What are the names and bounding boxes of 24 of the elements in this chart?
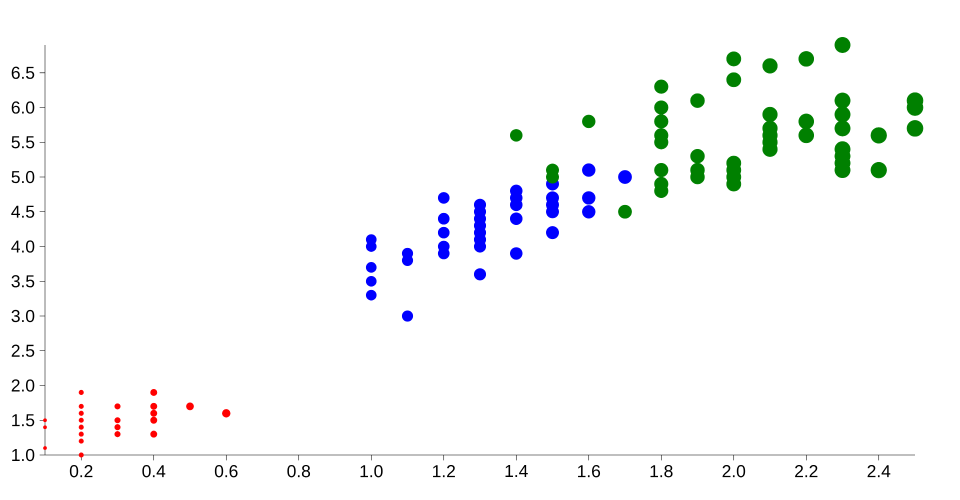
x-tick-label: 0.2 xyxy=(70,465,92,478)
x-tick-label: 2.2 xyxy=(795,465,818,478)
x-tick-label: 2.4 xyxy=(868,465,890,478)
y-tick-label: 6.5 xyxy=(12,66,34,79)
x-tick-label: 0.4 xyxy=(142,465,166,478)
x-tick-label: 2.0 xyxy=(722,465,746,478)
y-tick-label: 6.0 xyxy=(12,101,34,114)
x-tick-label: 1.0 xyxy=(360,465,383,478)
y-tick-label: 2.0 xyxy=(12,379,34,392)
x-tick-label: 1.6 xyxy=(578,465,600,478)
y-tick-label: 5.5 xyxy=(12,136,34,148)
y-tick-label: 3.5 xyxy=(12,275,34,288)
y-tick-label: 3.0 xyxy=(12,310,34,322)
x-tick-label: 0.8 xyxy=(287,465,310,478)
y-tick-label: 5.0 xyxy=(12,170,34,184)
x-tick-label: 1.8 xyxy=(650,465,673,478)
x-tick-label: 0.6 xyxy=(214,465,238,478)
y-tick-label: 1.5 xyxy=(12,414,34,426)
x-tick-label: 1.4 xyxy=(506,465,528,477)
y-tick-label: 2.5 xyxy=(12,344,34,357)
y-tick-label: 1.0 xyxy=(12,448,34,462)
y-tick-label: 4.0 xyxy=(11,240,34,253)
y-tick-label: 4.5 xyxy=(11,206,34,218)
x-tick-label: 1.2 xyxy=(433,465,455,478)
